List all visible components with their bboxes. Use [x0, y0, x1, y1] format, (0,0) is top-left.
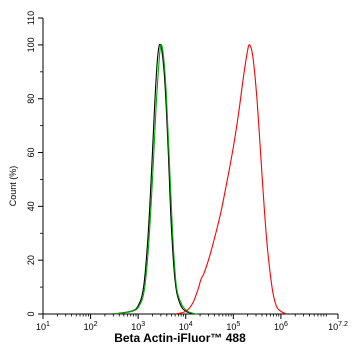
x-axis-ticks: 101 102 103 104 105 106 107.2 [36, 314, 348, 332]
x-tick-label: 102 [84, 321, 98, 332]
x-tick-label: 107.2 [328, 321, 348, 332]
series-layer [113, 43, 287, 315]
y-tick-label: 80 [26, 94, 36, 104]
y-tick-label: 20 [26, 255, 36, 265]
y-tick-label: 110 [26, 11, 36, 25]
y-axis-ticks: 0 20 40 60 80 100 110 [26, 11, 43, 317]
plot-frame [42, 18, 338, 315]
series-line-1 [113, 43, 196, 315]
y-tick-label: 40 [26, 201, 36, 211]
y-tick-label: 100 [26, 37, 36, 52]
x-tick-label: 106 [274, 321, 288, 332]
series-line-3 [175, 44, 287, 315]
y-axis-title: Count (%) [8, 166, 18, 207]
x-axis-title: Beta Actin-iFluor™ 488 [114, 331, 246, 345]
y-tick-label: 0 [26, 311, 36, 316]
y-tick-label: 60 [26, 148, 36, 158]
x-tick-label: 105 [226, 321, 240, 332]
series-line-2 [114, 43, 197, 315]
x-tick-label: 103 [131, 321, 145, 332]
x-tick-label: 101 [36, 321, 50, 332]
x-tick-label: 104 [179, 321, 193, 332]
